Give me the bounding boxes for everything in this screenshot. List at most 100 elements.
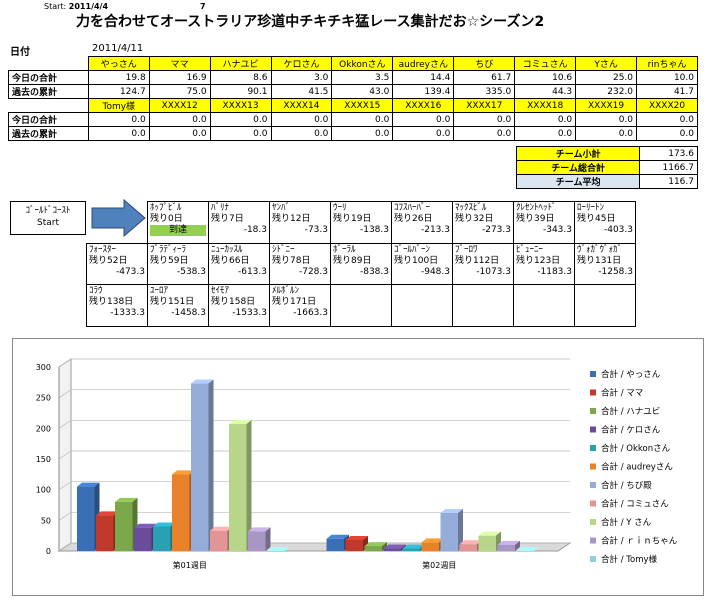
bar-top [478,531,501,536]
bar-top [134,523,157,528]
bar-top [153,522,176,527]
date-label: 日付 [10,47,30,58]
legend-swatch [590,371,596,377]
member-name: ママ [148,56,211,71]
bar [421,542,439,551]
bar-chart-svg: 0 50 100 150 200 250 300 第01週目 第02週目 合計 / やっさん合計 … [36,358,678,570]
route-stop: ﾋﾞｭｰﾆｰ 残り123日 -1183.3 [513,243,575,285]
member-name: rinちゃん [636,56,698,71]
cell: 0.0 [453,126,516,141]
member-name: XXXX19 [575,98,638,113]
row-label: 今日の合計 [8,112,89,127]
route-stop: ｺﾗｳ 残り138日 -1333.3 [86,284,148,327]
route-stop: ﾆｭｰｶｯｽﾙ 残り66日 -613.3 [208,243,270,285]
member-name: XXXX15 [331,98,394,113]
member-name: Tomy様 [87,98,150,113]
cell: 25.0 [575,70,638,85]
member-name: XXXX14 [270,98,333,113]
reached-badge: 到達 [150,225,206,236]
member-name: コミュさん [514,56,577,71]
cell: 75.0 [148,84,211,99]
bar-top [96,511,119,516]
member-name: Okkonさん [331,56,394,71]
bar [248,531,266,551]
legend-swatch [590,445,596,451]
cell: 0.0 [209,126,272,141]
legend-swatch [590,408,596,414]
bar [440,512,458,551]
route-stop: ｺﾞｰﾙﾊﾞｰﾝ 残り100日 -948.3 [391,243,453,285]
cell: 0.0 [331,126,394,141]
y-tick-label: 0 [46,547,51,556]
cell: 0.0 [514,112,577,127]
cell: 10.0 [636,70,698,85]
today-row: 今日の合計 19.8 16.9 8.6 3.0 3.5 14.4 61.7 10.6 25.0 10… [8,70,698,85]
legend-entry: 合計 / Tomy様 [601,554,658,565]
cell: 124.7 [87,84,150,99]
y-tick-label: 100 [36,486,51,495]
bar [134,527,152,551]
route-stop: ﾕｰﾛｱ 残り151日 -1458.3 [147,284,209,327]
team-total: 1166.7 [639,160,698,175]
start-text: Start [37,218,59,228]
cell: 19.8 [87,70,150,85]
bar-top [210,526,233,531]
legend-entry: 合計 / ママ [601,388,643,399]
legend-swatch [590,537,596,544]
cell: 90.1 [209,84,272,99]
cell: 61.7 [453,70,516,85]
gridline [58,419,570,429]
date-value: 2011/4/11 [92,43,144,54]
bar [345,539,363,551]
team-subtotal: 173.6 [639,146,698,161]
row-label: 過去の累計 [8,84,89,99]
gridline [58,481,570,490]
bar [210,530,228,551]
y-tick-label: 50 [41,516,51,525]
legend-swatch [590,519,596,525]
past-row: 過去の累計 124.7 75.0 90.1 41.5 43.0 139.4 335.0 44.3… [8,84,698,99]
day-count: 7 [200,2,206,11]
bar-chart: 0 50 100 150 200 250 300 第01週目 第02週目 合計 / やっさん 合計 … [12,338,704,596]
bar [402,548,420,551]
route-stop: ﾎﾞｰﾗﾙ 残り89日 -838.3 [330,243,392,285]
today-row-2: 今日の合計 0.0 0.0 0.0 0.0 0.0 0.0 0.0 0.0 0.0 0.0 [8,112,698,127]
member-name: XXXX12 [148,98,211,113]
cell: 0.0 [392,112,455,127]
member-name: XXXX18 [514,98,577,113]
bar [364,546,382,551]
route-stop: ﾔﾝﾊﾞ 残り12日 -73.3 [269,201,331,244]
legend-entry: 合計 / Y さん [601,517,652,528]
route-stop: ｺﾌｽﾊｰﾊﾞｰ 残り26日 -213.3 [391,201,453,244]
legend-entry: 合計 / ハナユビ [601,406,660,417]
team-avg: 116.7 [639,174,698,189]
row-label: 過去の累計 [8,126,89,141]
bar-side [382,542,387,551]
cell: 139.4 [392,84,455,99]
bar-side [208,379,214,551]
bar-top [248,527,271,532]
bar-top [459,540,482,545]
member-name: XXXX16 [392,98,455,113]
route-stop: ﾛｰﾘｰﾄﾝ 残り45日 -403.3 [574,201,636,244]
cell: 0.0 [453,112,516,127]
cell: 43.0 [331,84,394,99]
bar-top [516,547,539,551]
bar-top [421,538,444,543]
bar-top [364,542,387,547]
member-name: ハナユビ [209,56,272,71]
team-totals: チーム小計 173.6 チーム総合計 1166.7 チーム平均 116.7 [515,146,698,189]
cell: 0.0 [575,126,638,141]
past-row-2: 過去の累計 0.0 0.0 0.0 0.0 0.0 0.0 0.0 0.0 0.0 0.0 [8,126,698,141]
bar-top [402,544,425,549]
route-stop-empty [574,284,636,327]
cell: 232.0 [575,84,638,99]
bar [326,538,344,551]
route-table: ﾎｯﾌﾟﾋﾞﾙ 残り0日 到達 ﾊﾞﾘﾅ 残り7日 -18.3 ﾔﾝﾊﾞ 残り12日 -73… [86,201,636,327]
route-start: ｺﾞｰﾙﾄﾞｺｰｽﾄ Start [10,201,86,235]
bar [191,383,209,551]
bar-top [229,420,252,425]
member-name: XXXX20 [636,98,698,113]
team-subtotal-label: チーム小計 [515,146,641,161]
bar-side [458,508,463,551]
